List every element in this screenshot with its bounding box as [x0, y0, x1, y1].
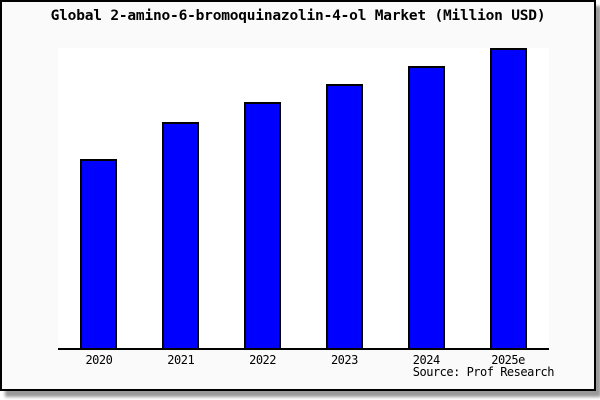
x-tick-label: 2020: [85, 353, 113, 367]
bar-slot: [222, 48, 304, 348]
x-tick-label: 2022: [249, 353, 277, 367]
x-tick-slot: 2024: [385, 353, 467, 368]
x-tick-label: 2024: [412, 353, 440, 367]
bar-slot: [58, 48, 140, 348]
bar-2025e: [489, 48, 527, 348]
x-axis-labels: 2020 2021 2022 2023 2024 2025e: [58, 353, 549, 368]
bars-container: [58, 48, 549, 348]
bar-slot: [385, 48, 467, 348]
bar-slot: [303, 48, 385, 348]
x-tick-label: 2023: [330, 353, 358, 367]
x-tick-label: 2025e: [491, 353, 525, 367]
bar-2024: [407, 66, 445, 348]
bar-2022: [244, 102, 282, 348]
bar-slot: [467, 48, 549, 348]
x-tick-slot: 2025e: [467, 353, 549, 368]
bar-2021: [162, 122, 200, 348]
x-tick-label: 2021: [167, 353, 195, 367]
source-credit: Source: Prof Research: [412, 365, 555, 379]
bar-2023: [325, 84, 363, 348]
x-tick-slot: 2022: [222, 353, 304, 368]
chart-title: Global 2-amino-6-bromoquinazolin-4-ol Ma…: [50, 8, 546, 24]
bar-2020: [80, 159, 118, 348]
plot-area: [58, 48, 549, 350]
bar-slot: [140, 48, 222, 348]
chart-frame: Global 2-amino-6-bromoquinazolin-4-ol Ma…: [0, 0, 596, 391]
x-tick-slot: 2023: [303, 353, 385, 368]
x-tick-slot: 2021: [140, 353, 222, 368]
x-tick-slot: 2020: [58, 353, 140, 368]
